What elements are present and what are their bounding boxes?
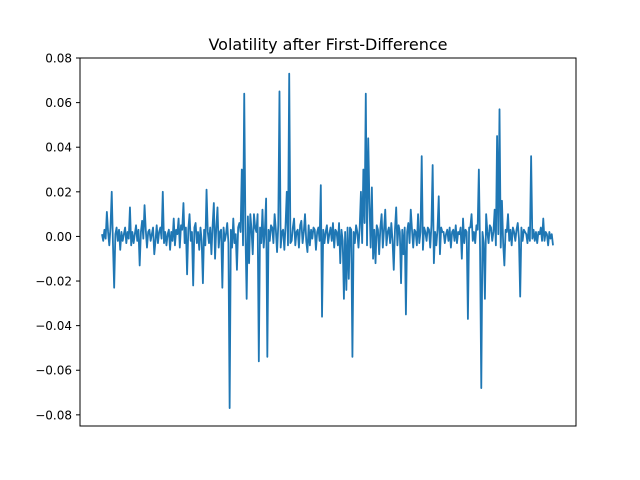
chart-title: Volatility after First-Difference [208,35,447,54]
y-tick-label: 0.06 [45,96,72,110]
y-tick-label: 0.00 [45,230,72,244]
series-line-0 [101,72,554,410]
y-tick-label: 0.04 [45,141,72,155]
series-layer [101,72,554,410]
y-tick-label: 0.02 [45,185,72,199]
y-tick-label: 0.08 [45,52,72,66]
y-tick-label: −0.08 [35,408,72,422]
y-axis: 0.08 0.06 0.04 0.02 0.00 −0.02 −0.04 −0.06 −0.08 [35,52,80,422]
y-tick-label: −0.04 [35,319,72,333]
y-tick-label: −0.02 [35,275,72,289]
y-tick-label: −0.06 [35,364,72,378]
